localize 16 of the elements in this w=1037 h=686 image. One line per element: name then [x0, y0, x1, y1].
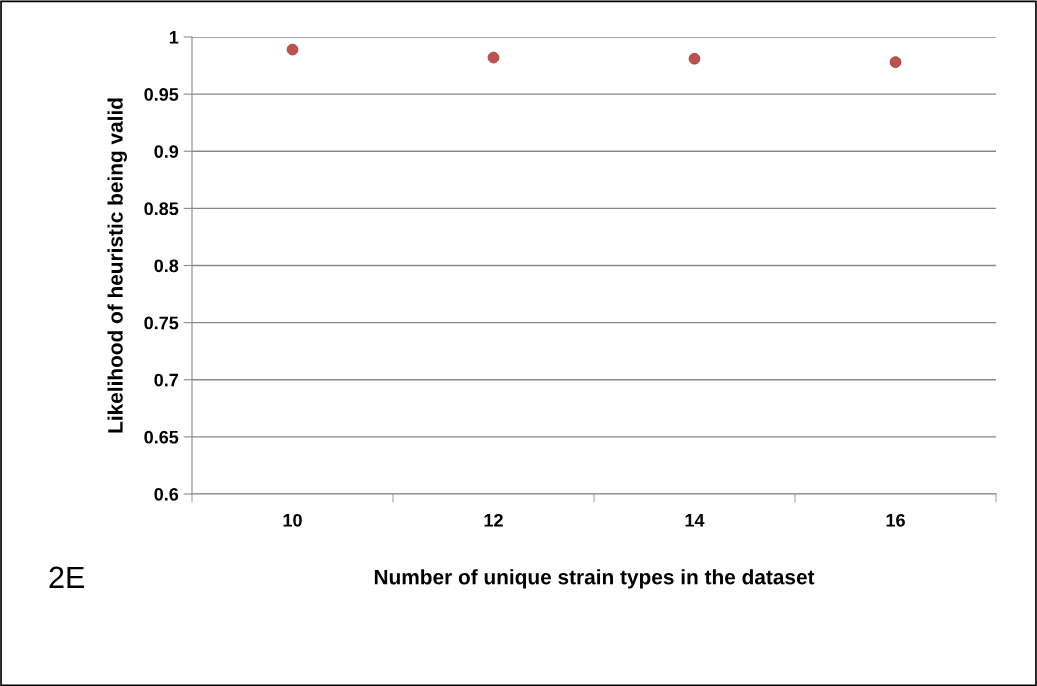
x-tick-label: 12: [484, 513, 503, 527]
y-tick-label: 0.85: [144, 202, 179, 216]
y-tick-label: 0.95: [144, 88, 179, 101]
x-tick-label: 10: [283, 513, 302, 527]
x-tick-label: 14: [685, 514, 705, 527]
text: 2E: [49, 566, 85, 588]
y-tick-label: 0.7: [154, 373, 179, 387]
x-tick-label: 16: [886, 513, 905, 527]
y-tick-label: 1: [169, 31, 179, 44]
y-tick-label: 0.8: [154, 259, 179, 273]
y-axis-title: Likelihood of heuristic being valid: [107, 98, 127, 433]
y-tick-label: 0.75: [144, 316, 179, 330]
y-tick-label: 0.9: [154, 145, 179, 158]
y-tick-label: 0.6: [154, 487, 179, 501]
y-tick-label: 0.65: [144, 430, 179, 444]
x-axis-title: Number of unique strain types in the dataset: [374, 569, 815, 589]
